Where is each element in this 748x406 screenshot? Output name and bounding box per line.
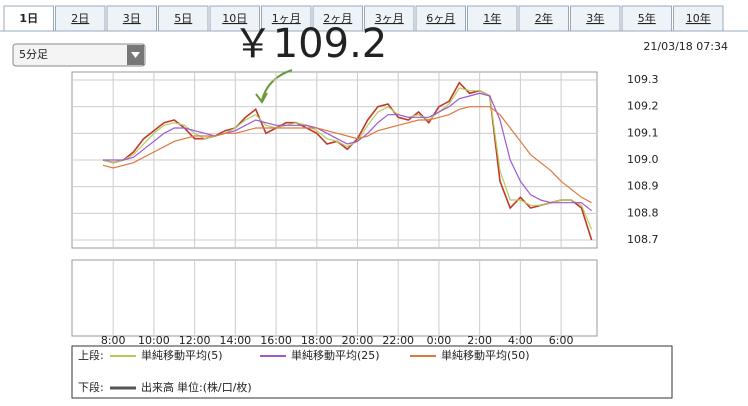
legend-label: 単純移動平均(5) <box>141 348 223 362</box>
y-tick-label: 109.1 <box>627 126 659 139</box>
tab-label[interactable]: 10年 <box>686 11 711 25</box>
moving-average-line <box>102 106 592 204</box>
x-tick-label: 22:00 <box>382 334 414 347</box>
tab[interactable] <box>3 5 54 32</box>
tab-label[interactable]: 2年 <box>535 11 553 25</box>
tab[interactable] <box>673 5 724 32</box>
tab-label[interactable]: 2ヶ月 <box>323 12 352 25</box>
tab[interactable] <box>518 5 569 32</box>
tab[interactable] <box>55 5 106 32</box>
tab-label[interactable]: 3年 <box>586 11 604 25</box>
legend-label: 単純移動平均(25) <box>291 348 380 362</box>
legend-upper-label: 上段: <box>78 348 104 362</box>
tab-label[interactable]: 3ヶ月 <box>375 12 404 25</box>
tab[interactable] <box>312 5 363 32</box>
tab-label[interactable]: 3日 <box>123 12 141 25</box>
x-tick-label: 0:00 <box>427 334 452 347</box>
tab[interactable] <box>261 5 312 32</box>
tab[interactable] <box>621 5 672 32</box>
tab-label[interactable]: 1日 <box>19 12 38 25</box>
tab[interactable] <box>570 5 621 32</box>
legend-lower-label: 下段: <box>78 380 104 394</box>
tab[interactable] <box>106 5 157 32</box>
x-tick-label: 20:00 <box>342 334 374 347</box>
annotation-arrow <box>261 69 293 101</box>
y-tick-label: 108.9 <box>627 180 659 193</box>
moving-average-line <box>102 87 593 230</box>
tab[interactable] <box>158 5 209 32</box>
tab-label[interactable]: 5年 <box>638 11 656 25</box>
tab[interactable] <box>415 5 466 32</box>
tab-label[interactable]: 6ヶ月 <box>426 12 455 25</box>
y-tick-label: 108.7 <box>627 233 659 246</box>
tab-bar: 1日 2日 3日 5日 10日 1ヶ月 2ヶ月 3ヶ月 6ヶ月 1年 2年 3年 5年 10年 <box>3 5 724 32</box>
x-tick-label: 18:00 <box>301 334 333 347</box>
volume-legend-label: 出来高 <box>141 380 174 394</box>
x-tick-label: 2:00 <box>467 334 492 347</box>
x-tick-label: 4:00 <box>508 334 533 347</box>
moving-average-line <box>103 92 592 212</box>
legend-box <box>71 345 673 399</box>
volume-panel <box>71 259 598 337</box>
dropdown[interactable] <box>12 43 146 67</box>
y-tick-label: 109.0 <box>627 153 659 166</box>
y-tick-label: 108.8 <box>627 206 659 219</box>
legend-label: 単純移動平均(50) <box>441 348 530 362</box>
unit-label: 単位:(株/口/枚) <box>177 380 252 394</box>
tab[interactable] <box>467 5 518 32</box>
x-tick-label: 14:00 <box>219 334 251 347</box>
y-tick-label: 109.2 <box>627 100 659 113</box>
tab-label[interactable]: 5日 <box>174 12 192 25</box>
tab[interactable] <box>209 5 260 32</box>
tab-label[interactable]: 10日 <box>222 12 247 25</box>
tab-label[interactable]: 1ヶ月 <box>272 12 301 25</box>
x-tick-label: 10:00 <box>138 334 170 347</box>
tab[interactable] <box>364 5 415 32</box>
dropdown-arrow <box>131 52 140 58</box>
tab-label[interactable]: 2日 <box>71 12 89 25</box>
y-tick-label: 109.3 <box>627 73 659 86</box>
x-tick-label: 12:00 <box>179 334 211 347</box>
x-tick-label: 6:00 <box>549 334 574 347</box>
x-tick-label: 16:00 <box>260 334 292 347</box>
timestamp: 21/03/18 07:34 <box>643 40 728 53</box>
x-tick-label: 8:00 <box>101 334 126 347</box>
dropdown-label[interactable]: 5分足 <box>19 48 48 61</box>
tab-label[interactable]: 1年 <box>483 11 501 25</box>
annotation-arrowhead <box>255 92 268 104</box>
annotation: ￥109.2 <box>233 21 388 67</box>
